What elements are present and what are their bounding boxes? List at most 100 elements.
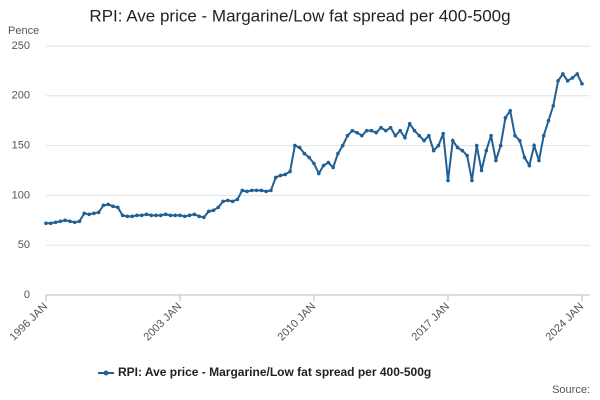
point: [192, 212, 197, 217]
point: [125, 214, 130, 219]
point: [460, 148, 465, 153]
point: [379, 125, 383, 130]
chart-title: RPI: Ave price - Margarine/Low fat sprea…: [89, 6, 510, 25]
point: [527, 163, 532, 168]
point: [489, 133, 493, 138]
point: [503, 115, 508, 120]
point: [53, 220, 58, 225]
point: [48, 221, 53, 226]
point: [293, 143, 297, 148]
point: [273, 175, 278, 180]
point: [494, 158, 498, 163]
point: [154, 213, 158, 218]
point: [269, 188, 273, 193]
x-tick-label: 1996 JAN: [8, 301, 51, 344]
point: [178, 213, 182, 218]
point: [513, 133, 517, 138]
point: [484, 148, 489, 153]
point: [316, 171, 321, 176]
point: [68, 219, 72, 224]
point: [216, 205, 221, 210]
point: [278, 173, 283, 178]
point: [541, 133, 546, 138]
point: [173, 213, 178, 218]
point: [187, 213, 192, 218]
point: [321, 163, 326, 168]
point: [288, 169, 292, 174]
point: [350, 128, 355, 133]
point: [407, 121, 412, 126]
y-tick-label: 100: [12, 189, 30, 201]
point: [312, 161, 316, 166]
point: [235, 197, 240, 202]
point: [297, 145, 302, 150]
point: [149, 213, 154, 218]
point: [561, 72, 565, 76]
point: [326, 160, 331, 165]
y-tick-label: 250: [12, 40, 30, 52]
point: [111, 204, 115, 209]
point: [159, 213, 163, 218]
point: [470, 178, 474, 183]
point: [575, 72, 580, 76]
point: [369, 128, 374, 133]
point: [221, 199, 225, 204]
point: [96, 210, 101, 215]
point: [206, 209, 211, 214]
point: [436, 143, 441, 148]
point: [551, 103, 556, 108]
point: [182, 214, 187, 219]
point: [580, 82, 584, 86]
point: [570, 76, 575, 80]
y-axis-label: Pence: [8, 25, 39, 37]
point: [403, 135, 407, 140]
point: [364, 128, 369, 133]
point: [197, 214, 201, 219]
point: [412, 128, 417, 133]
point: [135, 213, 139, 218]
point: [72, 220, 77, 225]
point: [77, 219, 82, 224]
point: [422, 138, 426, 143]
point: [398, 128, 402, 133]
point: [360, 133, 364, 138]
point: [388, 125, 393, 130]
point: [431, 148, 436, 153]
source: Source:: [552, 384, 590, 396]
point: [106, 202, 111, 207]
point: [163, 212, 168, 217]
point: [336, 151, 340, 156]
point: [417, 133, 422, 138]
point: [211, 208, 216, 213]
point: [331, 165, 335, 170]
point: [474, 143, 479, 148]
point: [532, 143, 536, 148]
y-tick-label: 0: [24, 289, 30, 301]
point: [130, 214, 134, 219]
y-tick-label: 50: [18, 239, 30, 251]
point: [226, 198, 230, 203]
point: [393, 133, 398, 138]
point: [92, 211, 96, 216]
point: [565, 79, 570, 83]
point: [44, 221, 48, 226]
point: [87, 212, 91, 217]
point: [522, 155, 527, 160]
point: [345, 133, 350, 138]
point: [441, 131, 446, 136]
point: [240, 188, 245, 193]
point: [58, 219, 63, 224]
point: [139, 213, 144, 218]
point: [82, 211, 87, 216]
legend-label: RPI: Ave price - Margarine/Low fat sprea…: [118, 365, 431, 379]
y-tick-label: 150: [12, 140, 30, 152]
point: [537, 158, 541, 163]
point: [498, 143, 503, 148]
x-tick-label: 2017 JAN: [410, 301, 453, 344]
point: [202, 215, 206, 220]
point: [120, 213, 125, 218]
x-tick-label: 2003 JAN: [142, 301, 185, 344]
point: [115, 205, 120, 210]
point: [63, 218, 67, 223]
